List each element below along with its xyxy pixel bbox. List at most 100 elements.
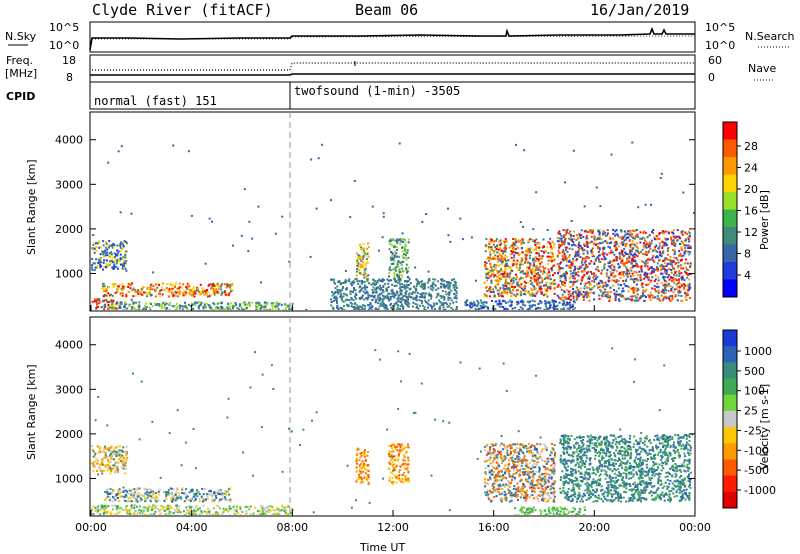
- heatmap-cell: [430, 295, 433, 298]
- heatmap-cell: [514, 260, 517, 263]
- heatmap-cell: [154, 295, 157, 298]
- heatmap-cell: [504, 279, 507, 282]
- heatmap-cell: [212, 507, 215, 510]
- heatmap-cell: [537, 278, 540, 281]
- heatmap-cell: [213, 289, 216, 291]
- heatmap-cell: [255, 306, 258, 309]
- heatmap-cell: [362, 261, 365, 264]
- heatmap-cell: [122, 457, 125, 459]
- heatmap-cell: [672, 291, 675, 293]
- heatmap-cell: [264, 513, 267, 515]
- heatmap-cell: [385, 297, 388, 300]
- heatmap-cell: [391, 288, 394, 291]
- heatmap-cell: [568, 266, 571, 269]
- heatmap-cell: [498, 277, 501, 280]
- heatmap-cell: [500, 242, 502, 245]
- heatmap-cell: [362, 466, 365, 469]
- heatmap-cell: [558, 267, 561, 270]
- heatmap-cell: [356, 448, 359, 451]
- heatmap-cell: [277, 512, 280, 514]
- heatmap-cell: [107, 286, 110, 288]
- heatmap-cell: [141, 290, 144, 293]
- heatmap-cell: [500, 257, 503, 260]
- heatmap-cell: [292, 514, 295, 515]
- heatmap-cell: [278, 514, 281, 515]
- heatmap-cell: [333, 295, 336, 298]
- heatmap-cell: [565, 258, 568, 261]
- heatmap-cell: [381, 298, 384, 301]
- heatmap-cell: [536, 246, 539, 249]
- heatmap-cell: [671, 249, 674, 251]
- heatmap-cell: [270, 302, 273, 305]
- heatmap-cell: [542, 270, 545, 273]
- heatmap-cell: [451, 308, 454, 310]
- heatmap-cell: [374, 280, 376, 283]
- heatmap-cell: [168, 290, 171, 293]
- heatmap-cell: [671, 286, 674, 289]
- heatmap-cell: [564, 246, 567, 249]
- heatmap-cell: [496, 279, 499, 282]
- heatmap-cell: [485, 286, 488, 289]
- heatmap-cell: [521, 307, 524, 310]
- heatmap-cell: [136, 500, 139, 503]
- heatmap-cell: [552, 259, 555, 262]
- heatmap-cell: [100, 306, 103, 309]
- heatmap-cell: [336, 304, 339, 307]
- heatmap-cell: [257, 301, 260, 304]
- heatmap-cell: [142, 509, 145, 511]
- heatmap-cell: [562, 299, 565, 302]
- heatmap-cell: [151, 513, 154, 515]
- heatmap-cell: [669, 260, 672, 263]
- heatmap-cell: [210, 490, 213, 493]
- heatmap-cell: [399, 297, 402, 300]
- heatmap-cell: [613, 241, 616, 244]
- heatmap-cell: [688, 287, 691, 290]
- heatmap-cell: [184, 293, 187, 296]
- heatmap-cell: [339, 289, 342, 292]
- heatmap-cell: [379, 284, 382, 287]
- heatmap-cell: [382, 304, 385, 307]
- heatmap-cell: [128, 304, 131, 307]
- heatmap-cell: [135, 301, 138, 304]
- heatmap-cell: [194, 497, 197, 500]
- heatmap-cell: [560, 288, 563, 291]
- heatmap-cell: [556, 294, 559, 297]
- heatmap-cell: [632, 236, 635, 239]
- heatmap-cell: [388, 444, 391, 447]
- heatmap-cell: [371, 299, 374, 301]
- heatmap-cell: [495, 248, 498, 250]
- heatmap-cell: [501, 263, 504, 266]
- heatmap-cell: [361, 470, 364, 473]
- heatmap-cell: [359, 257, 362, 260]
- heatmap-cell: [568, 254, 571, 257]
- heatmap-cell: [155, 500, 158, 503]
- heatmap-cell: [350, 298, 353, 301]
- heatmap-cell: [533, 286, 536, 289]
- heatmap-cell: [660, 291, 663, 294]
- heatmap-cell: [366, 298, 369, 301]
- heatmap-cell: [563, 234, 566, 237]
- heatmap-cell: [119, 243, 122, 246]
- heatmap-cell: [486, 279, 489, 282]
- heatmap-cell: [496, 275, 498, 278]
- heatmap-cell: [100, 461, 103, 464]
- heatmap-cell: [455, 297, 458, 300]
- heatmap-cell: [610, 273, 613, 276]
- heatmap-cell: [104, 452, 107, 455]
- heatmap-cell: [371, 205, 374, 208]
- heatmap-cell: [587, 291, 590, 294]
- heatmap-cell: [361, 258, 364, 261]
- heatmap-cell: [208, 283, 211, 286]
- heatmap-cell: [113, 252, 116, 255]
- heatmap-cell: [662, 250, 665, 253]
- heatmap-cell: [577, 288, 580, 291]
- heatmap-cell: [524, 253, 527, 256]
- heatmap-cell: [564, 276, 567, 279]
- heatmap-cell: [144, 513, 147, 515]
- heatmap-cell: [673, 288, 676, 291]
- heatmap-cell: [544, 250, 547, 253]
- heatmap-cell: [103, 250, 106, 252]
- heatmap-cell: [509, 291, 512, 294]
- heatmap-cell: [121, 294, 124, 297]
- heatmap-cell: [158, 513, 161, 515]
